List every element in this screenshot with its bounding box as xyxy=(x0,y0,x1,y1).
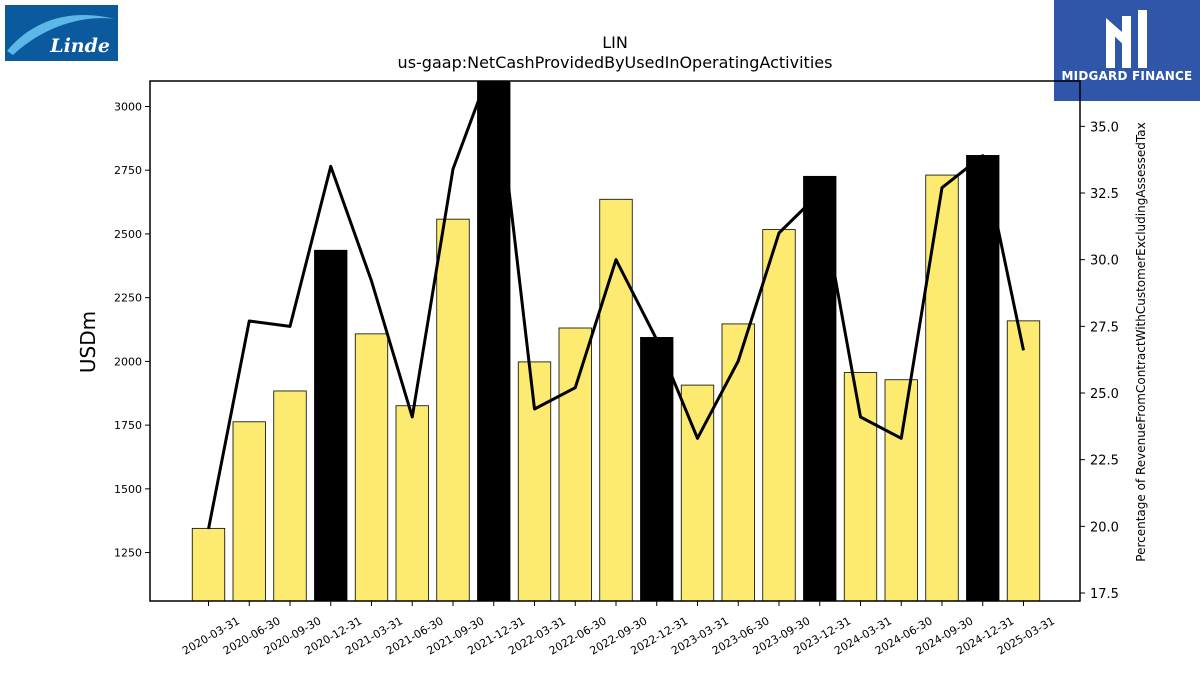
right-axis-ticks: 17.5 20.0 22.5 25.0 27.5 30.0 32.5 35.0 xyxy=(1080,120,1119,602)
y2-tick-label: 17.5 xyxy=(1090,587,1119,602)
midgard-logo-text: MIDGARD FINANCE xyxy=(1061,69,1193,83)
bar-2020-12-31 xyxy=(314,249,348,601)
bar-2021-09-30 xyxy=(436,218,470,601)
plot-frame xyxy=(149,80,1081,602)
y2-tick-label: 20.0 xyxy=(1090,520,1119,535)
y2-tick-label: 32.5 xyxy=(1090,187,1119,202)
x-axis-ticks: 2020-03-312020-06-302020-09-302020-12-31… xyxy=(180,601,1057,658)
percentage-line xyxy=(207,81,1025,530)
y2-axis-label: Percentage of RevenueFromContractWithCus… xyxy=(1134,122,1148,561)
midgard-finance-logo: MIDGARD FINANCE xyxy=(1054,0,1200,101)
bar-2023-06-30 xyxy=(721,323,755,601)
bars-group xyxy=(191,81,1041,601)
bar-2023-03-31 xyxy=(680,384,715,601)
y2-tick-label: 30.0 xyxy=(1090,254,1119,269)
bar-2025-03-31 xyxy=(1006,320,1041,601)
linde-logo-text: Linde xyxy=(50,35,110,57)
bar-2021-03-31 xyxy=(354,333,389,601)
bar-2021-12-31 xyxy=(477,81,511,601)
y-tick-label: 2250 xyxy=(114,292,142,305)
bar-2024-03-31 xyxy=(843,372,878,601)
bar-2020-06-30 xyxy=(232,421,266,601)
y2-tick-label: 22.5 xyxy=(1090,454,1119,469)
midgard-logo-mark-icon xyxy=(1106,10,1147,68)
y-tick-label: 2500 xyxy=(114,228,142,241)
y-tick-label: 1500 xyxy=(114,483,142,496)
y2-tick-label: 27.5 xyxy=(1090,320,1119,335)
bar-2022-09-30 xyxy=(599,198,633,601)
bar-2022-06-30 xyxy=(558,327,592,601)
bar-2022-12-31 xyxy=(640,337,674,601)
y-tick-label: 1750 xyxy=(114,419,142,432)
y-axis-label: USDm xyxy=(76,311,100,373)
chart-subtitle: us-gaap:NetCashProvidedByUsedInOperating… xyxy=(398,53,833,72)
linde-logo-swoosh-icon xyxy=(7,14,115,55)
bar-2024-06-30 xyxy=(884,379,918,601)
bar-2020-03-31 xyxy=(191,527,226,601)
bar-2024-12-31 xyxy=(966,155,1000,601)
y2-tick-label: 25.0 xyxy=(1090,387,1119,402)
y-tick-label: 2750 xyxy=(114,164,142,177)
y-tick-label: 1250 xyxy=(114,547,142,560)
bar-2020-09-30 xyxy=(273,390,307,601)
y-tick-label: 2000 xyxy=(114,355,142,368)
bar-2023-09-30 xyxy=(762,229,796,601)
linde-logo: Linde xyxy=(5,5,118,61)
left-axis-ticks: 1250 1500 1750 2000 2250 2500 2750 3000 xyxy=(114,100,150,560)
y-tick-label: 3000 xyxy=(114,100,142,113)
bar-2024-09-30 xyxy=(925,174,959,601)
bar-2021-06-30 xyxy=(395,405,429,601)
y2-tick-label: 35.0 xyxy=(1090,120,1119,135)
chart-title: LIN xyxy=(602,33,628,52)
bar-2023-12-31 xyxy=(803,175,837,601)
